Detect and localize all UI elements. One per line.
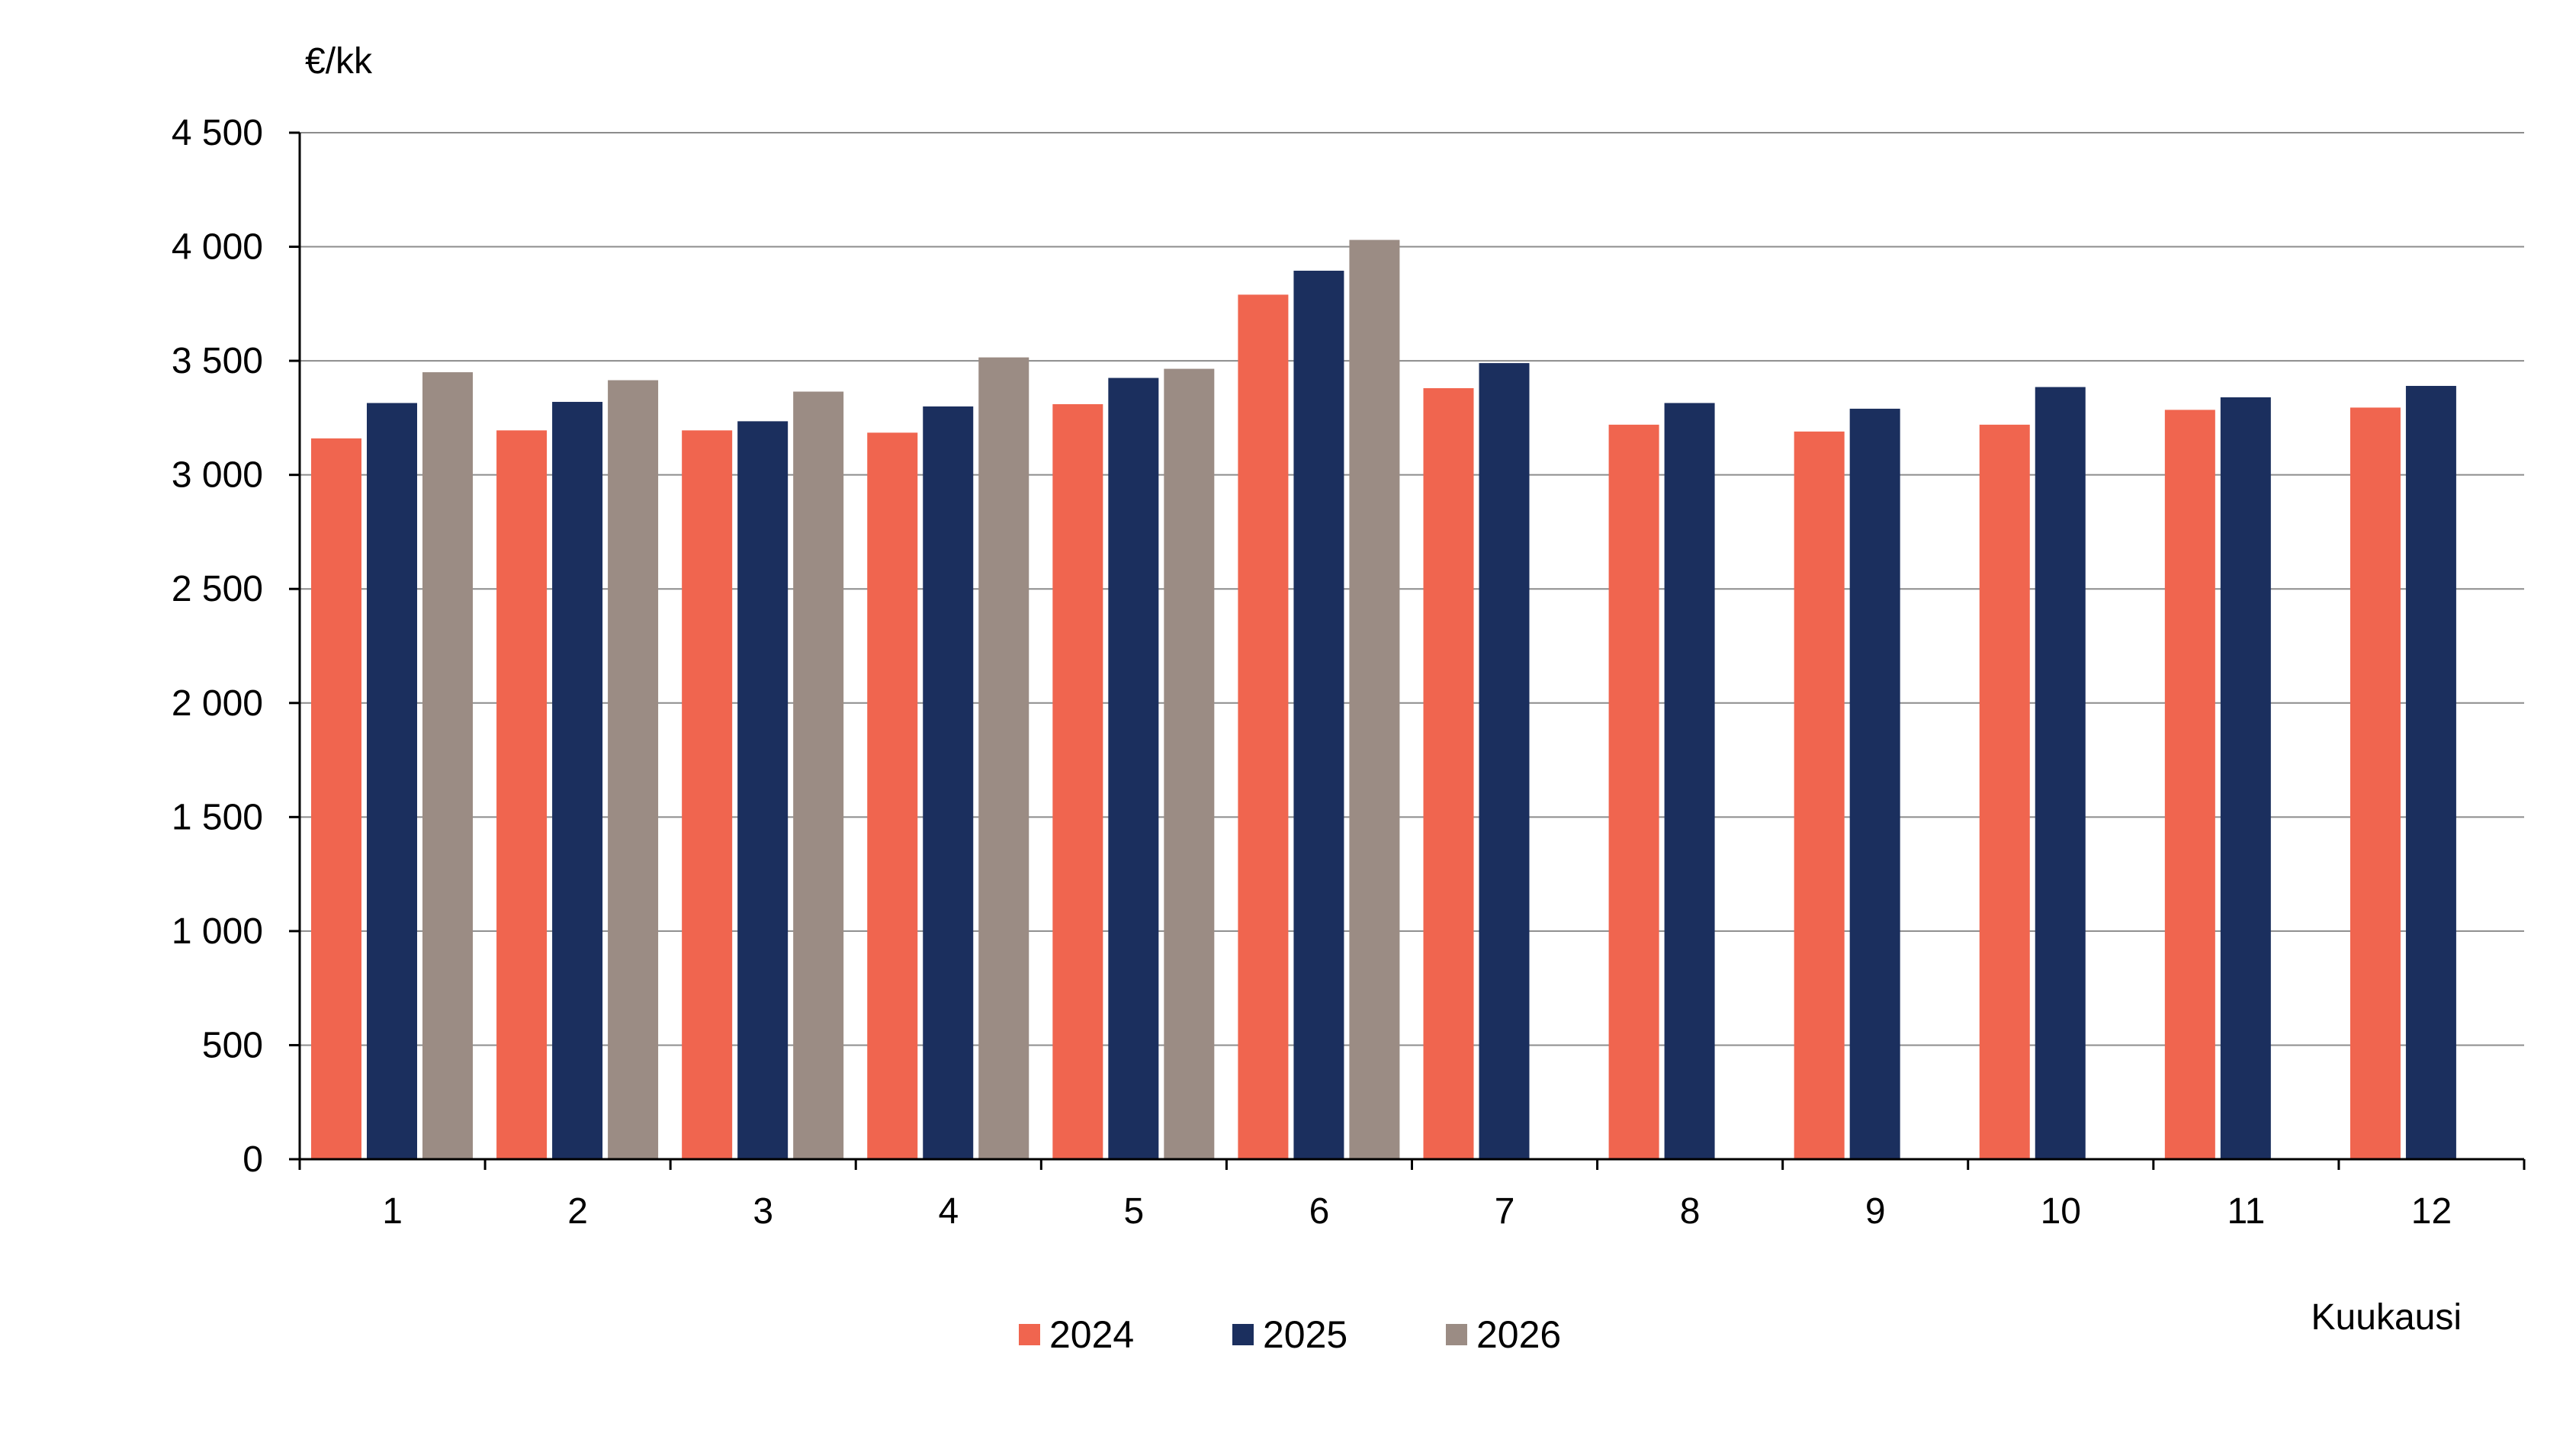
bar-2024-10 (1979, 424, 2030, 1159)
bar-2025-5 (1108, 378, 1159, 1159)
axes (289, 131, 2526, 1170)
y-tick-label: 0 (243, 1139, 263, 1180)
legend-swatch (1446, 1324, 1467, 1345)
bar-2025-7 (1479, 363, 1530, 1159)
legend-item-2026: 2026 (1446, 1313, 1561, 1356)
x-tick-label: 1 (382, 1191, 403, 1232)
y-tick-label: 4 000 (172, 227, 263, 268)
bar-2026-2 (608, 380, 659, 1160)
x-tick-label: 10 (2041, 1191, 2081, 1232)
y-tick-label: 1 500 (172, 797, 263, 837)
legend-item-2025: 2025 (1232, 1313, 1347, 1356)
bar-2025-8 (1664, 403, 1715, 1159)
legend-item-2024: 2024 (1019, 1313, 1134, 1356)
y-tick-label: 4 500 (172, 113, 263, 153)
bar-2025-1 (367, 403, 417, 1159)
bar-2025-3 (737, 421, 789, 1159)
x-tick-label: 6 (1309, 1191, 1330, 1232)
bar-2026-5 (1164, 368, 1215, 1160)
x-axis-title: Kuukausi (2311, 1297, 2462, 1338)
legend-swatch (1232, 1324, 1254, 1345)
bar-2025-9 (1849, 408, 1900, 1159)
y-tick-label: 1 000 (172, 911, 263, 952)
x-tick-label: 7 (1495, 1191, 1515, 1232)
y-tick-label: 500 (202, 1025, 263, 1065)
bar-2024-9 (1794, 431, 1845, 1159)
bar-2026-3 (793, 391, 844, 1159)
x-tick-label: 12 (2411, 1191, 2452, 1232)
bar-2026-4 (978, 357, 1029, 1159)
bar-2025-11 (2220, 397, 2271, 1159)
y-tick-labels: 0 500 1 000 1 500 2 000 2 500 3 000 3 500 4 000 4… (172, 113, 263, 1180)
legend-label: 2026 (1476, 1313, 1561, 1356)
bar-2025-4 (923, 406, 974, 1159)
x-tick-label: 3 (753, 1191, 773, 1232)
bar-2026-1 (422, 372, 473, 1160)
bar-2024-6 (1238, 294, 1289, 1159)
x-tick-label: 4 (938, 1191, 959, 1232)
bar-2024-11 (2164, 410, 2215, 1159)
bar-2024-12 (2350, 407, 2401, 1159)
x-tick-label: 2 (567, 1191, 588, 1232)
bars (311, 239, 2456, 1160)
bar-2024-1 (311, 438, 361, 1159)
x-tick-label: 9 (1865, 1191, 1886, 1232)
x-tick-label: 8 (1680, 1191, 1701, 1232)
x-tick-label: 5 (1124, 1191, 1145, 1232)
y-axis-unit-label: €/kk (305, 41, 373, 82)
y-tick-label: 3 000 (172, 455, 263, 496)
bar-2024-4 (867, 432, 918, 1159)
legend: 2024 2025 2026 (1019, 1313, 1561, 1356)
bar-2025-2 (552, 401, 603, 1159)
y-tick-label: 3 500 (172, 341, 263, 381)
legend-swatch (1019, 1324, 1040, 1345)
y-tick-label: 2 500 (172, 569, 263, 609)
legend-label: 2025 (1263, 1313, 1347, 1356)
bar-2024-7 (1423, 388, 1474, 1159)
bar-2024-3 (682, 430, 733, 1159)
legend-label: 2024 (1049, 1313, 1134, 1356)
bar-2024-2 (496, 430, 548, 1159)
bar-2024-5 (1052, 403, 1103, 1159)
bar-2025-6 (1293, 270, 1344, 1160)
x-tick-label: 11 (2227, 1191, 2265, 1232)
bar-2025-10 (2035, 387, 2086, 1159)
y-tick-label: 2 000 (172, 683, 263, 724)
bar-2026-6 (1349, 239, 1400, 1159)
bar-2025-12 (2405, 386, 2456, 1160)
x-tick-labels: 1 2 3 4 5 6 7 8 9 10 11 12 (382, 1191, 2452, 1232)
gridlines (300, 132, 2524, 1046)
bar-2024-8 (1608, 424, 1659, 1159)
